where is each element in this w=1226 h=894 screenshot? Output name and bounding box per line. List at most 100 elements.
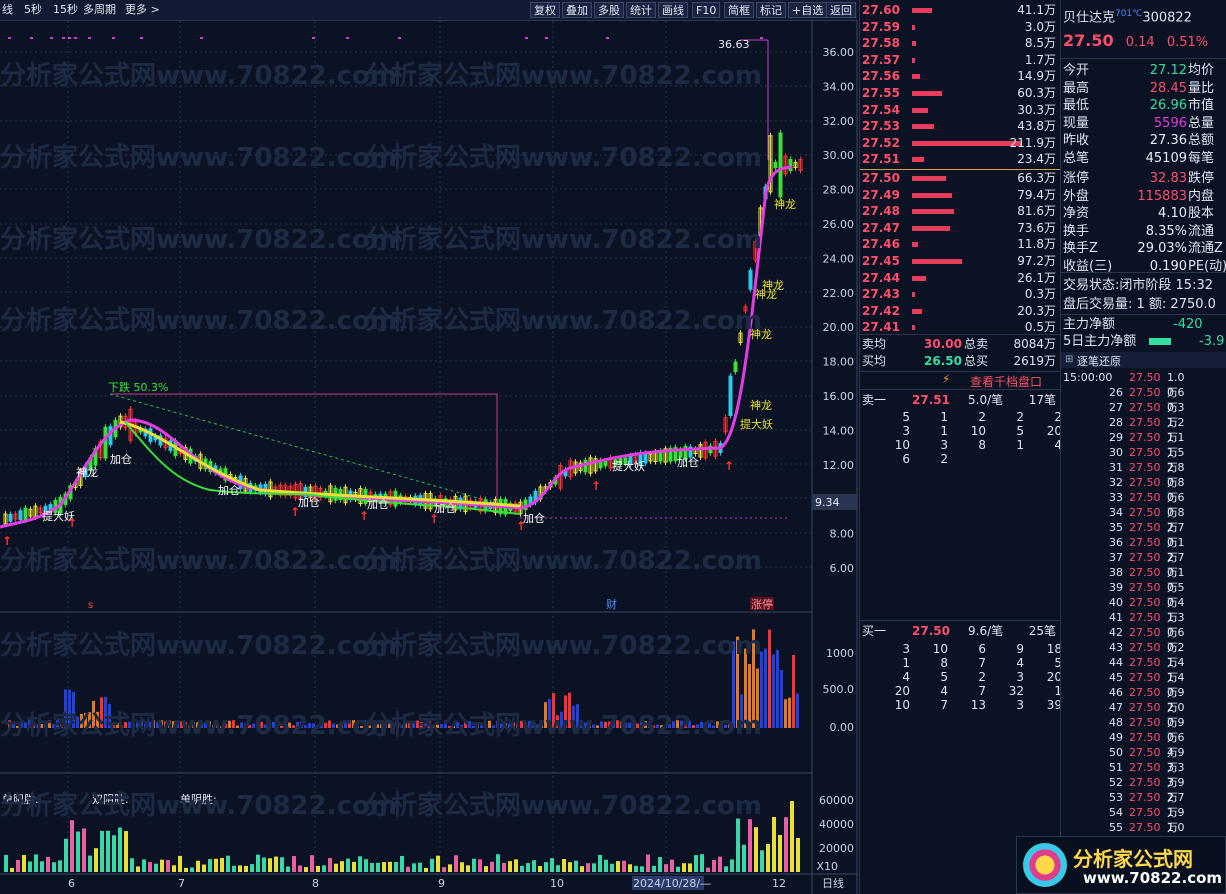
thousand-orders-link[interactable]: 查看千档盘口: [970, 375, 1043, 389]
period-day[interactable]: 线: [2, 3, 13, 16]
tick-row: 52 27.50 3.9万: [1109, 776, 1185, 804]
volume-bar: [48, 720, 51, 728]
overlay-button[interactable]: 叠加: [562, 2, 592, 18]
indicator-bar: [520, 865, 524, 872]
period-5s[interactable]: 5秒: [24, 3, 42, 16]
multi-stock-button[interactable]: 多股: [594, 2, 624, 18]
lightning-icon: ⚡: [942, 372, 951, 386]
volume-bar: [668, 724, 671, 728]
volume-bar: [244, 723, 247, 728]
indicator-bar: [352, 861, 356, 872]
order-book-level[interactable]: 27.57 1.7万: [862, 52, 1056, 67]
tick-row: 49 27.50 0.6万: [1109, 731, 1185, 759]
candle-body: [28, 508, 33, 517]
order-book-level[interactable]: 27.59 3.0万: [862, 19, 1056, 34]
order-book-level[interactable]: 27.49 79.4万: [862, 187, 1056, 202]
volume-bar: [288, 722, 291, 728]
volume-bar: [12, 722, 15, 728]
queue-size: 1: [1054, 684, 1062, 698]
stock-title[interactable]: 贝仕达克701℃300822: [1063, 9, 1192, 26]
indicator-bar: [106, 830, 110, 872]
order-book-level[interactable]: 27.54 30.3万: [862, 102, 1056, 117]
volume-bar: [452, 724, 455, 728]
depth-bar: [912, 74, 920, 80]
indicator-bar: [742, 844, 746, 872]
period-15s[interactable]: 15秒: [53, 3, 78, 16]
tick-row: 32 27.50 0.8万: [1109, 476, 1185, 504]
indicator-bar: [604, 859, 608, 872]
stats-button[interactable]: 统计: [626, 2, 656, 18]
sell1-row: 卖一 27.51 5.0/笔 17笔: [862, 393, 1056, 407]
tick-row: 42 27.50 0.6万: [1109, 626, 1185, 654]
candle-body: [703, 441, 708, 459]
order-book-level[interactable]: 27.44 26.1万: [862, 270, 1056, 285]
order-book-level[interactable]: 27.56 14.9万: [862, 69, 1056, 84]
f10-button[interactable]: F10: [692, 2, 721, 18]
order-book-level[interactable]: 27.55 60.3万: [862, 86, 1056, 100]
volume-bar: [224, 723, 227, 728]
order-book-level[interactable]: 27.41 0.5万: [862, 320, 1056, 335]
mark-button[interactable]: 标记: [756, 2, 786, 18]
volume-bar: [204, 722, 207, 728]
multi-period[interactable]: 多周期: [83, 3, 116, 16]
more-menu[interactable]: 更多 >: [125, 3, 160, 16]
volume-bar: [752, 629, 755, 728]
order-book-level[interactable]: 27.45 97.2万: [862, 254, 1056, 268]
order-book-level[interactable]: 27.48 81.6万: [862, 204, 1056, 219]
indicator-bar: [334, 863, 338, 872]
quote-stat-row: 换手 8.35% 流通: [1063, 223, 1215, 239]
order-book-level[interactable]: 27.42 20.3万: [862, 303, 1056, 318]
indicator-bar: [772, 817, 776, 872]
order-book-level[interactable]: 27.60 41.1万: [862, 3, 1056, 17]
indicator-bar: [418, 862, 422, 872]
volume-bar: [76, 716, 79, 728]
price-axis-label: 32.00: [823, 115, 855, 128]
candle-body: [748, 269, 753, 290]
volume-bar: [208, 721, 211, 728]
indicator-bar: [148, 862, 152, 872]
volume-bar: [780, 670, 783, 728]
volume-bar: [140, 720, 143, 728]
queue-size: 10: [894, 438, 910, 452]
add-watchlist-button[interactable]: +自选: [788, 2, 828, 18]
quote-stat-row: 现量 5596 总量: [1063, 115, 1215, 131]
volume-bar: [696, 724, 699, 728]
order-book-level[interactable]: 27.51 23.4万: [862, 152, 1056, 167]
back-button[interactable]: 返回: [826, 2, 856, 18]
order-book-panel: 27.60 41.1万 27.59 3.0万 27.58 8.5万 27.57 1.7万 27.…: [859, 0, 1062, 894]
signal-label: 提大妖: [612, 459, 645, 473]
candle-body: [688, 446, 693, 458]
order-book-level[interactable]: 27.50 66.3万: [862, 171, 1056, 185]
volume-bar: [32, 724, 35, 728]
order-book-level[interactable]: 27.47 73.6万: [862, 220, 1056, 235]
indicator-bar: [142, 859, 146, 872]
volume-bar: [592, 724, 595, 728]
depth-bar: [912, 107, 928, 113]
tick-header[interactable]: ⊞ 逐笔还原: [1061, 352, 1226, 368]
fuquan-button[interactable]: 复权: [530, 2, 560, 18]
drop-percent-label: 下跌 50.3%: [108, 380, 168, 394]
order-book-level[interactable]: 27.52 211.9万: [862, 135, 1056, 150]
volume-bar: [520, 720, 523, 728]
indicator-bar: [100, 830, 104, 872]
indicator-bar: [766, 844, 770, 872]
depth-bar: [912, 157, 924, 163]
queue-size: 7: [978, 656, 986, 670]
volume-bar: [616, 720, 619, 728]
volume-bar: [92, 700, 95, 728]
simple-frame-button[interactable]: 简框: [724, 2, 754, 18]
depth-bar: [912, 176, 946, 181]
queue-size: 2: [978, 670, 986, 684]
volume-bar: [644, 721, 647, 728]
price-axis-label: 20.00: [823, 321, 855, 334]
volume-bar: [680, 720, 683, 728]
draw-line-button[interactable]: 画线: [658, 2, 688, 18]
indicator-bar: [682, 863, 686, 872]
order-book-level[interactable]: 27.58 8.5万: [862, 36, 1056, 51]
order-book-level[interactable]: 27.46 11.8万: [862, 237, 1056, 252]
kline-chart[interactable]: 36.00 34.00 32.00 30.00 28.00 26.00 24.00 22.00…: [0, 21, 858, 894]
order-book-level[interactable]: 27.53 43.8万: [862, 119, 1056, 134]
volume-bar: [160, 720, 163, 728]
volume-bar: [548, 698, 551, 728]
order-book-level[interactable]: 27.43 0.3万: [862, 287, 1056, 302]
